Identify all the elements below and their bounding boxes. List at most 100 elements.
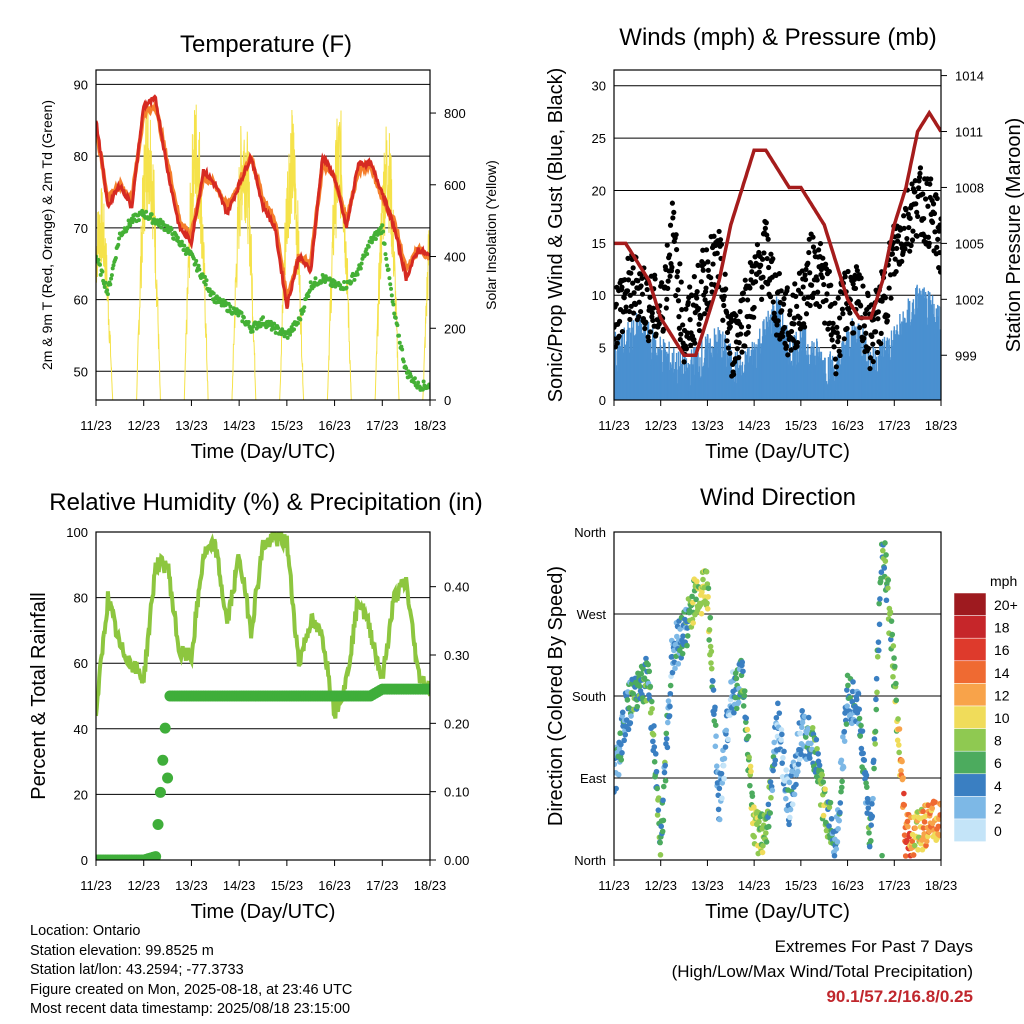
gust-point: [932, 229, 938, 235]
gust-point: [733, 312, 739, 319]
direction-point: [840, 764, 847, 771]
direction-point: [859, 728, 866, 734]
gust-point: [858, 303, 864, 309]
gust-point: [636, 314, 642, 320]
dewpoint-point: [117, 236, 122, 241]
gust-point: [788, 328, 795, 335]
direction-point: [796, 756, 803, 763]
direction-point: [849, 698, 856, 705]
gust-point: [925, 234, 931, 240]
gust-point: [694, 289, 700, 295]
gust-point: [762, 225, 768, 231]
gust-point: [852, 285, 859, 292]
gust-point: [831, 344, 837, 350]
gust-point: [914, 233, 920, 239]
gust-point: [695, 262, 701, 268]
panel3-y2tick-label: 0.20: [444, 716, 469, 731]
gust-point: [674, 268, 681, 275]
direction-point: [905, 823, 911, 830]
direction-point: [716, 816, 723, 823]
direction-point: [837, 809, 843, 816]
direction-point: [923, 838, 930, 845]
dewpoint-point: [239, 310, 244, 315]
panel3-xtick-label: 17/23: [366, 878, 399, 893]
direction-point: [619, 750, 625, 756]
direction-point: [662, 777, 669, 784]
direction-point: [923, 842, 929, 849]
dewpoint-point: [308, 280, 313, 285]
direction-point: [677, 626, 683, 632]
dewpoint-point: [359, 261, 364, 266]
gust-point: [758, 262, 764, 268]
gust-point: [836, 334, 842, 340]
gust-point: [676, 325, 683, 331]
panel3-plot-area: [96, 532, 430, 860]
dewpoint-point: [349, 280, 354, 285]
direction-point: [768, 794, 774, 801]
direction-point: [747, 782, 753, 789]
direction-point: [912, 825, 918, 831]
direction-point: [654, 812, 661, 818]
gust-point: [787, 312, 793, 318]
direction-point: [826, 804, 833, 811]
colorbar-label: 16: [994, 642, 1010, 658]
gust-point: [730, 371, 737, 378]
direction-point: [740, 668, 746, 675]
direction-point: [909, 838, 916, 844]
direction-point: [797, 747, 804, 753]
gust-point: [647, 294, 653, 300]
gust-point: [820, 255, 826, 261]
direction-point: [880, 547, 886, 554]
direction-point: [873, 706, 880, 713]
gust-point: [816, 303, 823, 310]
direction-point: [773, 714, 780, 721]
dewpoint-point: [261, 315, 265, 320]
gust-point: [736, 354, 742, 361]
gust-point: [717, 237, 724, 243]
gust-point: [759, 296, 765, 302]
direction-point: [772, 757, 779, 764]
direction-point: [863, 772, 870, 779]
humidity-line: [96, 532, 430, 719]
direction-point: [655, 807, 662, 813]
direction-point: [887, 636, 894, 643]
gust-point: [663, 305, 669, 311]
gust-point: [710, 261, 716, 267]
gust-point: [803, 266, 809, 273]
gust-point: [815, 289, 821, 295]
gust-point: [652, 276, 658, 282]
panel2-title: Winds (mph) & Pressure (mb): [619, 24, 936, 51]
gust-point: [756, 249, 762, 256]
panel2-y2tick-label: 999: [955, 348, 977, 363]
gust-point: [834, 330, 840, 336]
dewpoint-point: [306, 294, 311, 299]
gust-point: [861, 323, 867, 329]
panel3-y2tick-label: 0.00: [444, 853, 469, 868]
direction-point: [878, 569, 885, 575]
gust-point: [722, 271, 728, 277]
direction-point: [776, 710, 783, 716]
gust-point: [677, 336, 683, 343]
direction-point: [806, 755, 813, 761]
dewpoint-point: [109, 276, 114, 281]
gust-point: [621, 295, 627, 301]
dewpoint-point: [97, 262, 102, 267]
panel3-xtick-label: 13/23: [175, 878, 208, 893]
panel2-xtick-label: 13/23: [691, 418, 724, 433]
gust-point: [791, 321, 797, 327]
direction-point: [651, 744, 658, 750]
gust-point: [660, 326, 667, 332]
dewpoint-point: [401, 359, 406, 364]
gust-point: [842, 274, 848, 280]
dewpoint-point: [246, 320, 251, 325]
solar-insolation-line: [96, 104, 430, 400]
direction-point: [839, 778, 845, 785]
direction-point: [712, 704, 718, 711]
gust-point: [659, 280, 665, 286]
gust-point: [794, 303, 800, 309]
gust-point: [885, 313, 891, 319]
gust-point: [764, 232, 770, 238]
direction-point: [815, 750, 821, 757]
direction-point: [813, 736, 820, 743]
